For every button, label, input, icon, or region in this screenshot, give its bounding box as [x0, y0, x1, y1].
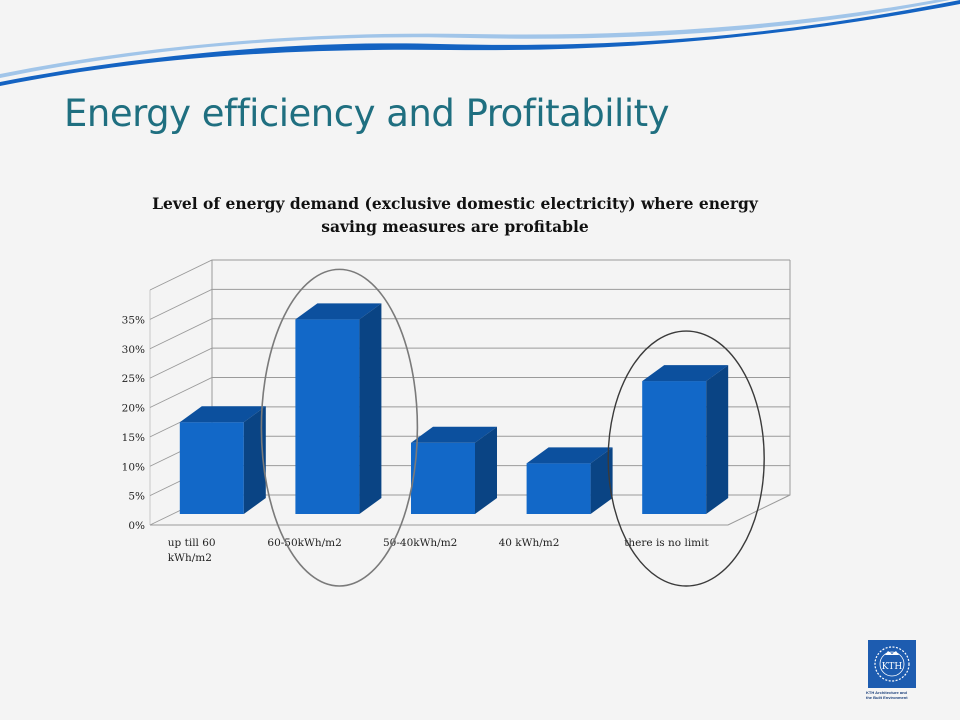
highlight-annotations: [260, 268, 765, 587]
x-tick-label-line: 50-40kWh/m2: [383, 537, 457, 549]
bar-front: [295, 319, 360, 514]
bar-top: [295, 303, 382, 320]
kth-logo: KTH: [868, 640, 916, 688]
x-axis: up till 60 kWh/m2 60-50kWh/m2 50-40kWh/m2 40…: [168, 537, 710, 564]
gridline: [149, 288, 790, 320]
bar-top: [526, 447, 613, 464]
y-tick-label: 15%: [122, 432, 145, 444]
y-tick-label: 0%: [128, 520, 145, 532]
y-axis: 0% 5% 10% 15% 20% 25% 30% 35%: [122, 314, 145, 532]
x-tick-label: up till 60 kWh/m2: [168, 537, 216, 564]
gridline: [149, 377, 790, 408]
slide-title: Energy efficiency and Profitability: [64, 92, 670, 135]
x-tick-label-line: 40 kWh/m2: [499, 537, 560, 549]
kth-caption: KTH Architecture and the Built Environme…: [866, 690, 932, 700]
x-tick-label: 50-40kWh/m2: [383, 537, 457, 549]
bar-top: [642, 365, 729, 382]
gridline: [149, 259, 790, 291]
y-tick-label: 25%: [122, 373, 145, 385]
bar-side: [243, 406, 266, 514]
kth-caption-line1: KTH Architecture and: [866, 690, 907, 695]
bar-side: [590, 447, 613, 514]
bar-side: [359, 303, 382, 514]
y-tick-label: 20%: [122, 403, 145, 415]
chart-title: Level of energy demand (exclusive domest…: [152, 194, 758, 236]
highlight-ellipse: [260, 268, 419, 587]
bar-front: [179, 422, 244, 514]
highlight-ellipse: [607, 330, 765, 587]
bar-side: [706, 365, 729, 514]
bar-front: [411, 442, 475, 514]
gridline: [149, 318, 790, 350]
y-tick-label: 35%: [122, 314, 145, 326]
bar-front: [642, 381, 707, 514]
x-tick-label-line: kWh/m2: [168, 552, 212, 564]
bar: [526, 447, 613, 514]
x-tick-label-line: 60-50kWh/m2: [267, 537, 341, 549]
x-tick-label: there is no limit: [624, 537, 709, 549]
bar-top: [411, 426, 497, 443]
kth-caption-line2: the Built Environment: [866, 695, 908, 700]
bar-side: [475, 426, 497, 514]
bar-front: [526, 463, 591, 514]
bar-top: [179, 406, 266, 423]
y-tick-label: 30%: [122, 344, 145, 356]
x-tick-label: 60-50kWh/m2: [267, 537, 341, 549]
bar-series: [179, 303, 729, 514]
gridline: [149, 347, 790, 379]
kth-logo-text: KTH: [882, 662, 903, 672]
y-tick-label: 10%: [122, 461, 145, 473]
y-tick-label: 5%: [128, 491, 145, 503]
bar: [179, 406, 266, 514]
bar: [411, 426, 497, 514]
x-tick-label: 40 kWh/m2: [499, 537, 560, 549]
x-tick-label-line: there is no limit: [624, 537, 709, 549]
bar: [642, 365, 729, 514]
x-tick-label-line: up till 60: [168, 537, 216, 549]
bar: [295, 303, 382, 514]
